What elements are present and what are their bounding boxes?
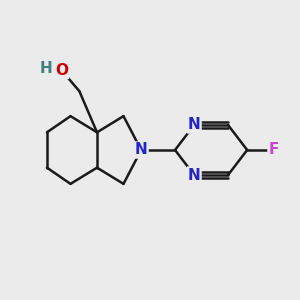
Text: N: N xyxy=(188,167,200,182)
Text: H: H xyxy=(40,61,53,76)
Text: N: N xyxy=(135,142,148,158)
Text: N: N xyxy=(188,118,200,133)
Text: O: O xyxy=(55,63,68,78)
Text: F: F xyxy=(268,142,279,158)
